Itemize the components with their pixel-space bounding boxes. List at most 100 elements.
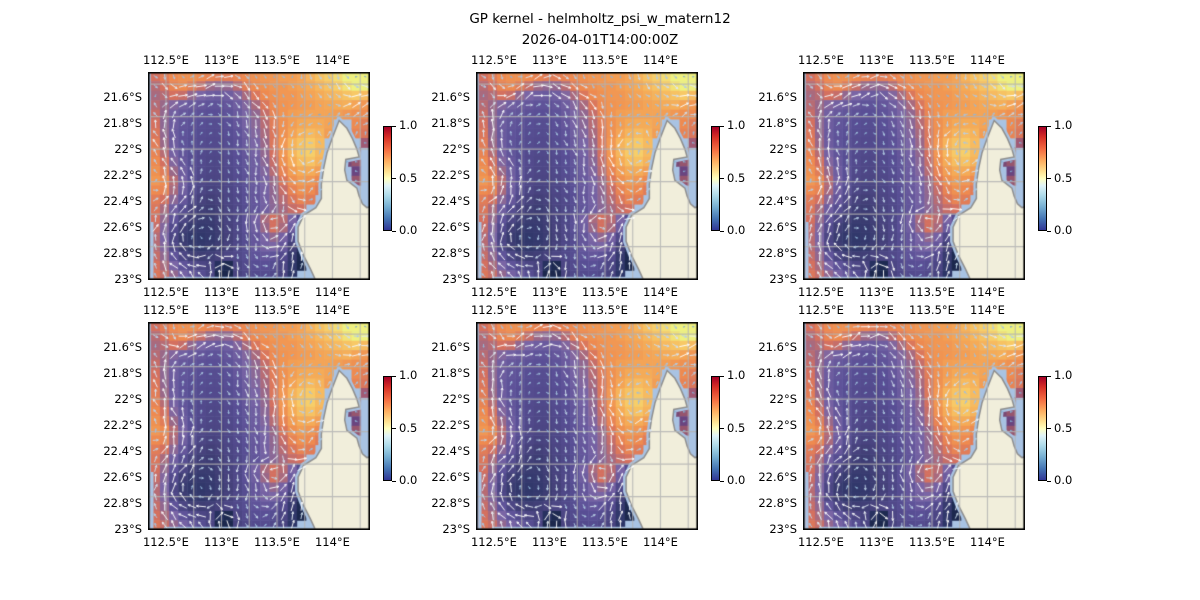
ytick-label: 23°S	[114, 522, 142, 537]
ytick-label: 22.2°S	[103, 418, 142, 433]
ytick-label: 21.8°S	[431, 116, 470, 131]
ytick-label: 22.6°S	[758, 470, 797, 485]
colorbar	[711, 126, 720, 231]
xtick-bottom-label: 112.5°E	[797, 285, 844, 299]
colorbar-tick-label: 0.5	[399, 420, 418, 435]
colorbar-tick	[1047, 230, 1051, 232]
colorbar-tick-label: 0.0	[1054, 473, 1073, 487]
colorbar-tick	[720, 125, 724, 127]
xtick-top-label: 113.5°E	[908, 53, 955, 67]
ytick-label: 21.8°S	[758, 366, 797, 381]
colorbar-tick	[392, 125, 396, 127]
colorbar-tick-label: 0.0	[727, 473, 746, 487]
colorbar	[1038, 126, 1047, 231]
ytick-label: 22.6°S	[431, 470, 470, 485]
ytick-label: 22.6°S	[103, 470, 142, 485]
xtick-bottom-label: 112.5°E	[142, 535, 189, 549]
ytick-label: 22°S	[442, 392, 470, 407]
colorbar-tick-label: 1.0	[399, 368, 418, 382]
ytick-label: 22.8°S	[758, 246, 797, 261]
xtick-bottom-label: 113°E	[203, 285, 239, 299]
colorbar-tick	[392, 428, 396, 429]
ytick-label: 22.4°S	[103, 194, 142, 209]
map-panel-row1-col2	[476, 72, 698, 280]
ytick-label: 22.4°S	[758, 444, 797, 459]
xtick-top-label: 113°E	[203, 53, 239, 67]
colorbar-tick-label: 1.0	[1054, 118, 1073, 132]
ytick-label: 22.8°S	[431, 496, 470, 511]
ytick-label: 21.6°S	[758, 90, 797, 105]
xtick-top-label: 112.5°E	[797, 53, 844, 67]
ytick-label: 23°S	[769, 272, 797, 287]
xtick-top-label: 112.5°E	[470, 53, 517, 67]
colorbar	[383, 126, 392, 231]
ytick-label: 22.4°S	[431, 444, 470, 459]
colorbar-tick	[392, 375, 396, 377]
xtick-top-label: 114°E	[642, 53, 678, 67]
colorbar-tick-label: 0.0	[1054, 223, 1073, 237]
xtick-bottom-label: 113°E	[858, 285, 894, 299]
ytick-label: 21.8°S	[103, 116, 142, 131]
ytick-label: 22.2°S	[103, 168, 142, 183]
figure-title: GP kernel - helmholtz_psi_w_matern12	[469, 11, 731, 27]
xtick-top-label: 113.5°E	[253, 303, 300, 317]
xtick-top-label: 114°E	[314, 303, 350, 317]
colorbar-tick-label: 0.0	[727, 223, 746, 237]
colorbar-tick-label: 0.0	[399, 473, 418, 487]
xtick-top-label: 113°E	[858, 53, 894, 67]
xtick-top-label: 112.5°E	[142, 53, 189, 67]
xtick-bottom-label: 112.5°E	[797, 535, 844, 549]
ytick-label: 22.4°S	[103, 444, 142, 459]
xtick-top-label: 112.5°E	[797, 303, 844, 317]
ytick-label: 22.8°S	[103, 246, 142, 261]
xtick-bottom-label: 112.5°E	[470, 535, 517, 549]
colorbar-tick	[1047, 480, 1051, 482]
xtick-bottom-label: 114°E	[314, 535, 350, 549]
ytick-label: 22°S	[769, 392, 797, 407]
colorbar-tick	[1047, 178, 1051, 179]
map-panel-row2-col3	[803, 322, 1025, 530]
xtick-bottom-label: 113.5°E	[908, 535, 955, 549]
ytick-label: 21.8°S	[431, 366, 470, 381]
xtick-bottom-label: 114°E	[642, 535, 678, 549]
colorbar-tick-label: 0.5	[1054, 170, 1073, 185]
xtick-bottom-label: 113.5°E	[908, 285, 955, 299]
map-panel-row1-col1	[148, 72, 370, 280]
xtick-top-label: 113°E	[531, 53, 567, 67]
ytick-label: 21.8°S	[758, 116, 797, 131]
ytick-label: 22.6°S	[103, 220, 142, 235]
colorbar-tick	[720, 428, 724, 429]
xtick-top-label: 114°E	[642, 303, 678, 317]
ytick-label: 22°S	[442, 142, 470, 157]
colorbar-tick-label: 0.0	[399, 223, 418, 237]
xtick-top-label: 113°E	[531, 303, 567, 317]
xtick-top-label: 114°E	[969, 53, 1005, 67]
xtick-bottom-label: 113.5°E	[253, 535, 300, 549]
colorbar-tick-label: 1.0	[1054, 368, 1073, 382]
xtick-bottom-label: 113°E	[203, 535, 239, 549]
colorbar	[1038, 376, 1047, 481]
ytick-label: 22.6°S	[431, 220, 470, 235]
xtick-top-label: 113°E	[858, 303, 894, 317]
colorbar-tick	[1047, 375, 1051, 377]
colorbar-tick	[720, 480, 724, 482]
ytick-label: 21.6°S	[431, 90, 470, 105]
ytick-label: 22°S	[769, 142, 797, 157]
xtick-bottom-label: 113°E	[531, 285, 567, 299]
colorbar-tick-label: 1.0	[399, 118, 418, 132]
ytick-label: 23°S	[442, 272, 470, 287]
xtick-top-label: 112.5°E	[470, 303, 517, 317]
xtick-bottom-label: 113.5°E	[581, 535, 628, 549]
colorbar	[711, 376, 720, 481]
xtick-bottom-label: 113°E	[858, 535, 894, 549]
colorbar	[383, 376, 392, 481]
colorbar-tick-label: 0.5	[399, 170, 418, 185]
ytick-label: 23°S	[442, 522, 470, 537]
colorbar-tick	[720, 230, 724, 232]
xtick-top-label: 113°E	[203, 303, 239, 317]
xtick-bottom-label: 114°E	[969, 535, 1005, 549]
xtick-top-label: 113.5°E	[908, 303, 955, 317]
colorbar-tick-label: 0.5	[727, 420, 746, 435]
ytick-label: 23°S	[114, 272, 142, 287]
